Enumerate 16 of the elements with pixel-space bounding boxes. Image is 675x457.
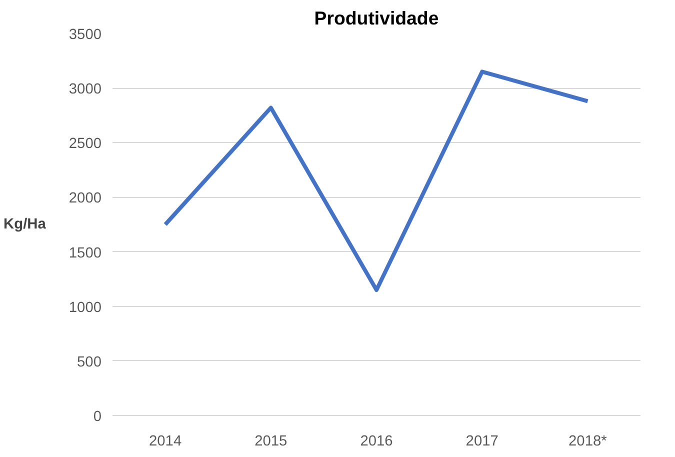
y-tick-label: 500 xyxy=(77,354,102,370)
y-tick-label: 3000 xyxy=(68,82,102,98)
x-tick-label: 2018* xyxy=(568,434,608,450)
y-tick-label: 0 xyxy=(93,409,102,425)
x-tick-label: 2017 xyxy=(466,434,498,450)
x-tick-label: 2015 xyxy=(254,434,288,450)
x-tick-label: 2016 xyxy=(360,434,393,450)
chart-title: Produtividade xyxy=(314,8,439,28)
y-tick-label: 3500 xyxy=(68,27,102,43)
y-tick-label: 2000 xyxy=(68,190,102,207)
y-tick-label: 1000 xyxy=(68,300,102,316)
y-tick-label: 2500 xyxy=(68,136,102,152)
x-tick-label: 2014 xyxy=(149,434,182,450)
y-tick-label: 1500 xyxy=(68,245,102,262)
line-series xyxy=(163,70,590,292)
y-axis-title: Kg/Ha xyxy=(4,216,47,232)
